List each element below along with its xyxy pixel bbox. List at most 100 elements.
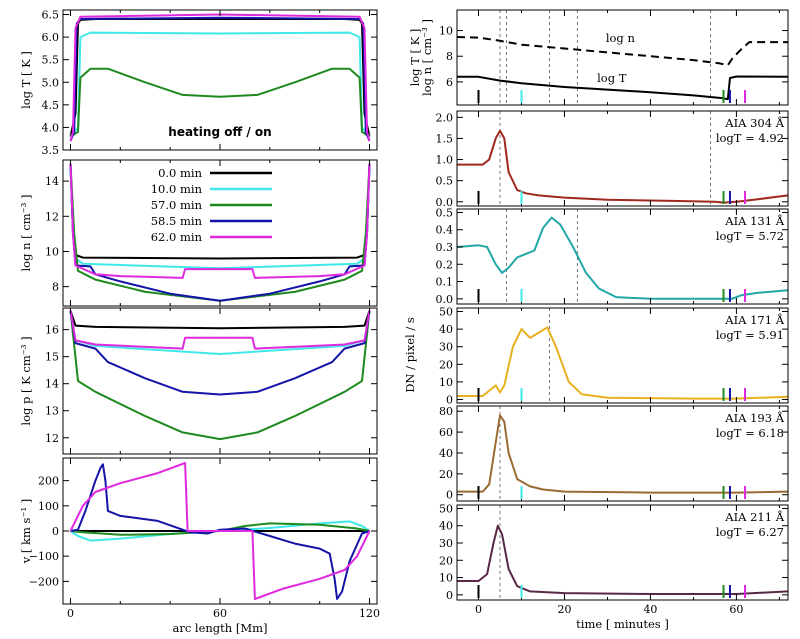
y-tick-label: 14 xyxy=(45,378,59,391)
y-tick-label: 0.0 xyxy=(436,293,454,306)
panel-logp: 12 13 14 15 16 log p [ K cm⁻³ ] xyxy=(19,307,378,455)
y-tick-label: 10 xyxy=(439,25,453,38)
y-tick-label: 5.0 xyxy=(42,76,60,89)
y-tick-label: 50 xyxy=(439,306,453,319)
plot-frame xyxy=(456,504,789,601)
x-axis-label: time [ minutes ] xyxy=(576,617,669,631)
y-tick-label: 50 xyxy=(439,502,453,515)
panel-logn: 8 10 12 14 log n [ cm⁻³ ] xyxy=(19,159,378,307)
channel-temperature: logT = 5.72 xyxy=(716,229,784,243)
series-line-log-t xyxy=(457,75,788,101)
series-line-aia-131 xyxy=(457,216,788,300)
y-tick-label: 6.0 xyxy=(42,31,60,44)
y-tick-label: 15 xyxy=(45,351,59,364)
channel-label: AIA 193 Å xyxy=(724,411,784,425)
series-line-aia-193 xyxy=(457,414,788,494)
channel-temperature: logT = 6.27 xyxy=(716,525,784,539)
y-tick-label: 6.5 xyxy=(42,9,60,22)
plot-frame xyxy=(456,208,789,305)
series-line-0-0-min xyxy=(69,163,371,260)
y-axis-label: log n [ cm⁻³ ] xyxy=(19,195,33,272)
y-tick-label: 3.5 xyxy=(42,144,60,157)
y-tick-label: 6 xyxy=(446,76,453,89)
x-tick-label: 0 xyxy=(67,607,74,620)
y-tick-label: 0.1 xyxy=(436,276,454,289)
y-tick-label: 0 xyxy=(52,525,59,538)
channel-temperature: logT = 4.92 xyxy=(716,131,784,145)
x-tick-label: 0 xyxy=(475,603,482,616)
x-tick-label: 60 xyxy=(729,603,743,616)
y-tick-label: 20 xyxy=(439,468,453,481)
channel-temperature: logT = 6.18 xyxy=(716,426,784,440)
y-axis-label: log T [ K ] xyxy=(19,51,33,109)
series-line-62-0-min xyxy=(69,310,371,350)
y-tick-label: 13 xyxy=(45,405,59,418)
y-tick-label: 0.5 xyxy=(436,175,454,188)
x-axis-label: arc length [Mm] xyxy=(172,621,267,635)
y-tick-label: 10 xyxy=(45,245,59,258)
plot-frame xyxy=(62,307,378,455)
channel-label: AIA 171 Å xyxy=(724,313,784,327)
y-tick-label: 0 xyxy=(446,589,453,602)
panel-aia211: 0 10 20 30 40 50 0 20 40 60 time [ minutes ] AIA 21… xyxy=(439,502,789,631)
x-tick-label: 120 xyxy=(359,607,380,620)
shared-y-axis-label: DN / pixel / s xyxy=(403,317,417,393)
y-tick-label: 8 xyxy=(52,281,59,294)
y-tick-label: 0 xyxy=(446,489,453,502)
y-tick-label: 10 xyxy=(439,572,453,585)
y-axis-label: log n [ cm⁻³ ] xyxy=(420,19,434,96)
y-tick-label: 0 xyxy=(446,393,453,406)
y-tick-label: 40 xyxy=(439,447,453,460)
legend-label: 0.0 min xyxy=(158,166,203,180)
y-tick-label: 0.0 xyxy=(436,196,454,209)
y-tick-label: 40 xyxy=(439,323,453,336)
y-tick-label: 1.0 xyxy=(436,154,454,167)
series-line-10-0-min xyxy=(69,31,371,138)
y-tick-label: 1.5 xyxy=(436,132,454,145)
legend-label: 58.5 min xyxy=(151,214,203,228)
series-line-aia-304 xyxy=(457,129,788,204)
legend-label: 57.0 min xyxy=(151,198,203,212)
panel-v: −200 −100 0 100 200 0 60 120 arc length [Mm] v [ … xyxy=(19,457,380,635)
y-tick-label: 80 xyxy=(439,405,453,418)
series-line-57-0-min xyxy=(69,310,371,441)
y-tick-label: −200 xyxy=(29,575,59,588)
channel-label: AIA 211 Å xyxy=(724,510,784,524)
plot-frame xyxy=(456,405,789,502)
y-tick-label: 0.3 xyxy=(436,241,454,254)
y-axis-label: v [ km s⁻¹ ] xyxy=(19,499,33,565)
channel-label: AIA 131 Å xyxy=(724,214,784,228)
y-tick-label: 20 xyxy=(439,358,453,371)
y-tick-label: 30 xyxy=(439,341,453,354)
channel-temperature: logT = 5.91 xyxy=(716,328,784,342)
panel-top: 6 8 10 log T [ K ]log n [ cm⁻³ ] log n log T xyxy=(408,9,789,106)
series-line-58-5-min xyxy=(69,163,371,302)
x-tick-label: 60 xyxy=(213,607,227,620)
y-tick-label: 40 xyxy=(439,520,453,533)
series-line-57-0-min xyxy=(69,67,371,138)
y-tick-label: 10 xyxy=(439,376,453,389)
legend: 0.0 min 10.0 min 57.0 min 58.5 min 62.0 min xyxy=(151,166,272,244)
y-tick-label: 0.5 xyxy=(436,206,454,219)
legend-label: 10.0 min xyxy=(151,182,203,196)
y-axis-label: log T [ K ] xyxy=(408,29,422,87)
plot-frame xyxy=(456,307,789,404)
y-tick-label: 200 xyxy=(38,475,59,488)
log-n-annotation: log n xyxy=(606,31,636,45)
series-line-58-5-min xyxy=(69,310,371,396)
series-line-62-0-min xyxy=(69,462,371,600)
plot-frame xyxy=(456,9,789,106)
y-tick-label: 4.5 xyxy=(42,99,60,112)
y-tick-label: 12 xyxy=(45,432,59,445)
y-tick-label: −100 xyxy=(29,550,59,563)
y-tick-label: 5.5 xyxy=(42,54,60,67)
series-line-58-5-min xyxy=(69,16,371,142)
y-tick-label: 20 xyxy=(439,554,453,567)
series-line-0-0-min xyxy=(69,18,371,137)
x-tick-label: 40 xyxy=(643,603,657,616)
y-tick-label: 100 xyxy=(38,500,59,513)
